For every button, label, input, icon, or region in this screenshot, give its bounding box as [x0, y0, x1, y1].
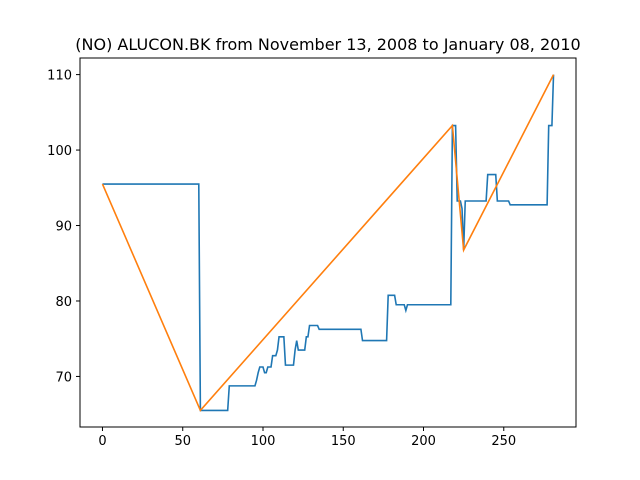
- plot-frame: [79, 57, 577, 428]
- x-tick-label: 200: [411, 434, 436, 449]
- x-tick-label: 50: [174, 434, 191, 449]
- y-tick-label: 90: [55, 220, 72, 235]
- y-tick-label: 110: [47, 69, 72, 84]
- x-tick-label: 0: [98, 434, 106, 449]
- x-tick-label: 150: [331, 434, 356, 449]
- y-tick-label: 100: [47, 144, 72, 159]
- x-tick-label: 100: [251, 434, 276, 449]
- x-tick-label: 250: [491, 434, 516, 449]
- series-line-2: [101, 74, 555, 412]
- chart-title: (NO) ALUCON.BK from November 13, 2008 to…: [75, 35, 580, 54]
- y-tick-label: 70: [55, 370, 72, 385]
- series-line-1: [102, 74, 555, 412]
- y-tick-label: 80: [55, 295, 72, 310]
